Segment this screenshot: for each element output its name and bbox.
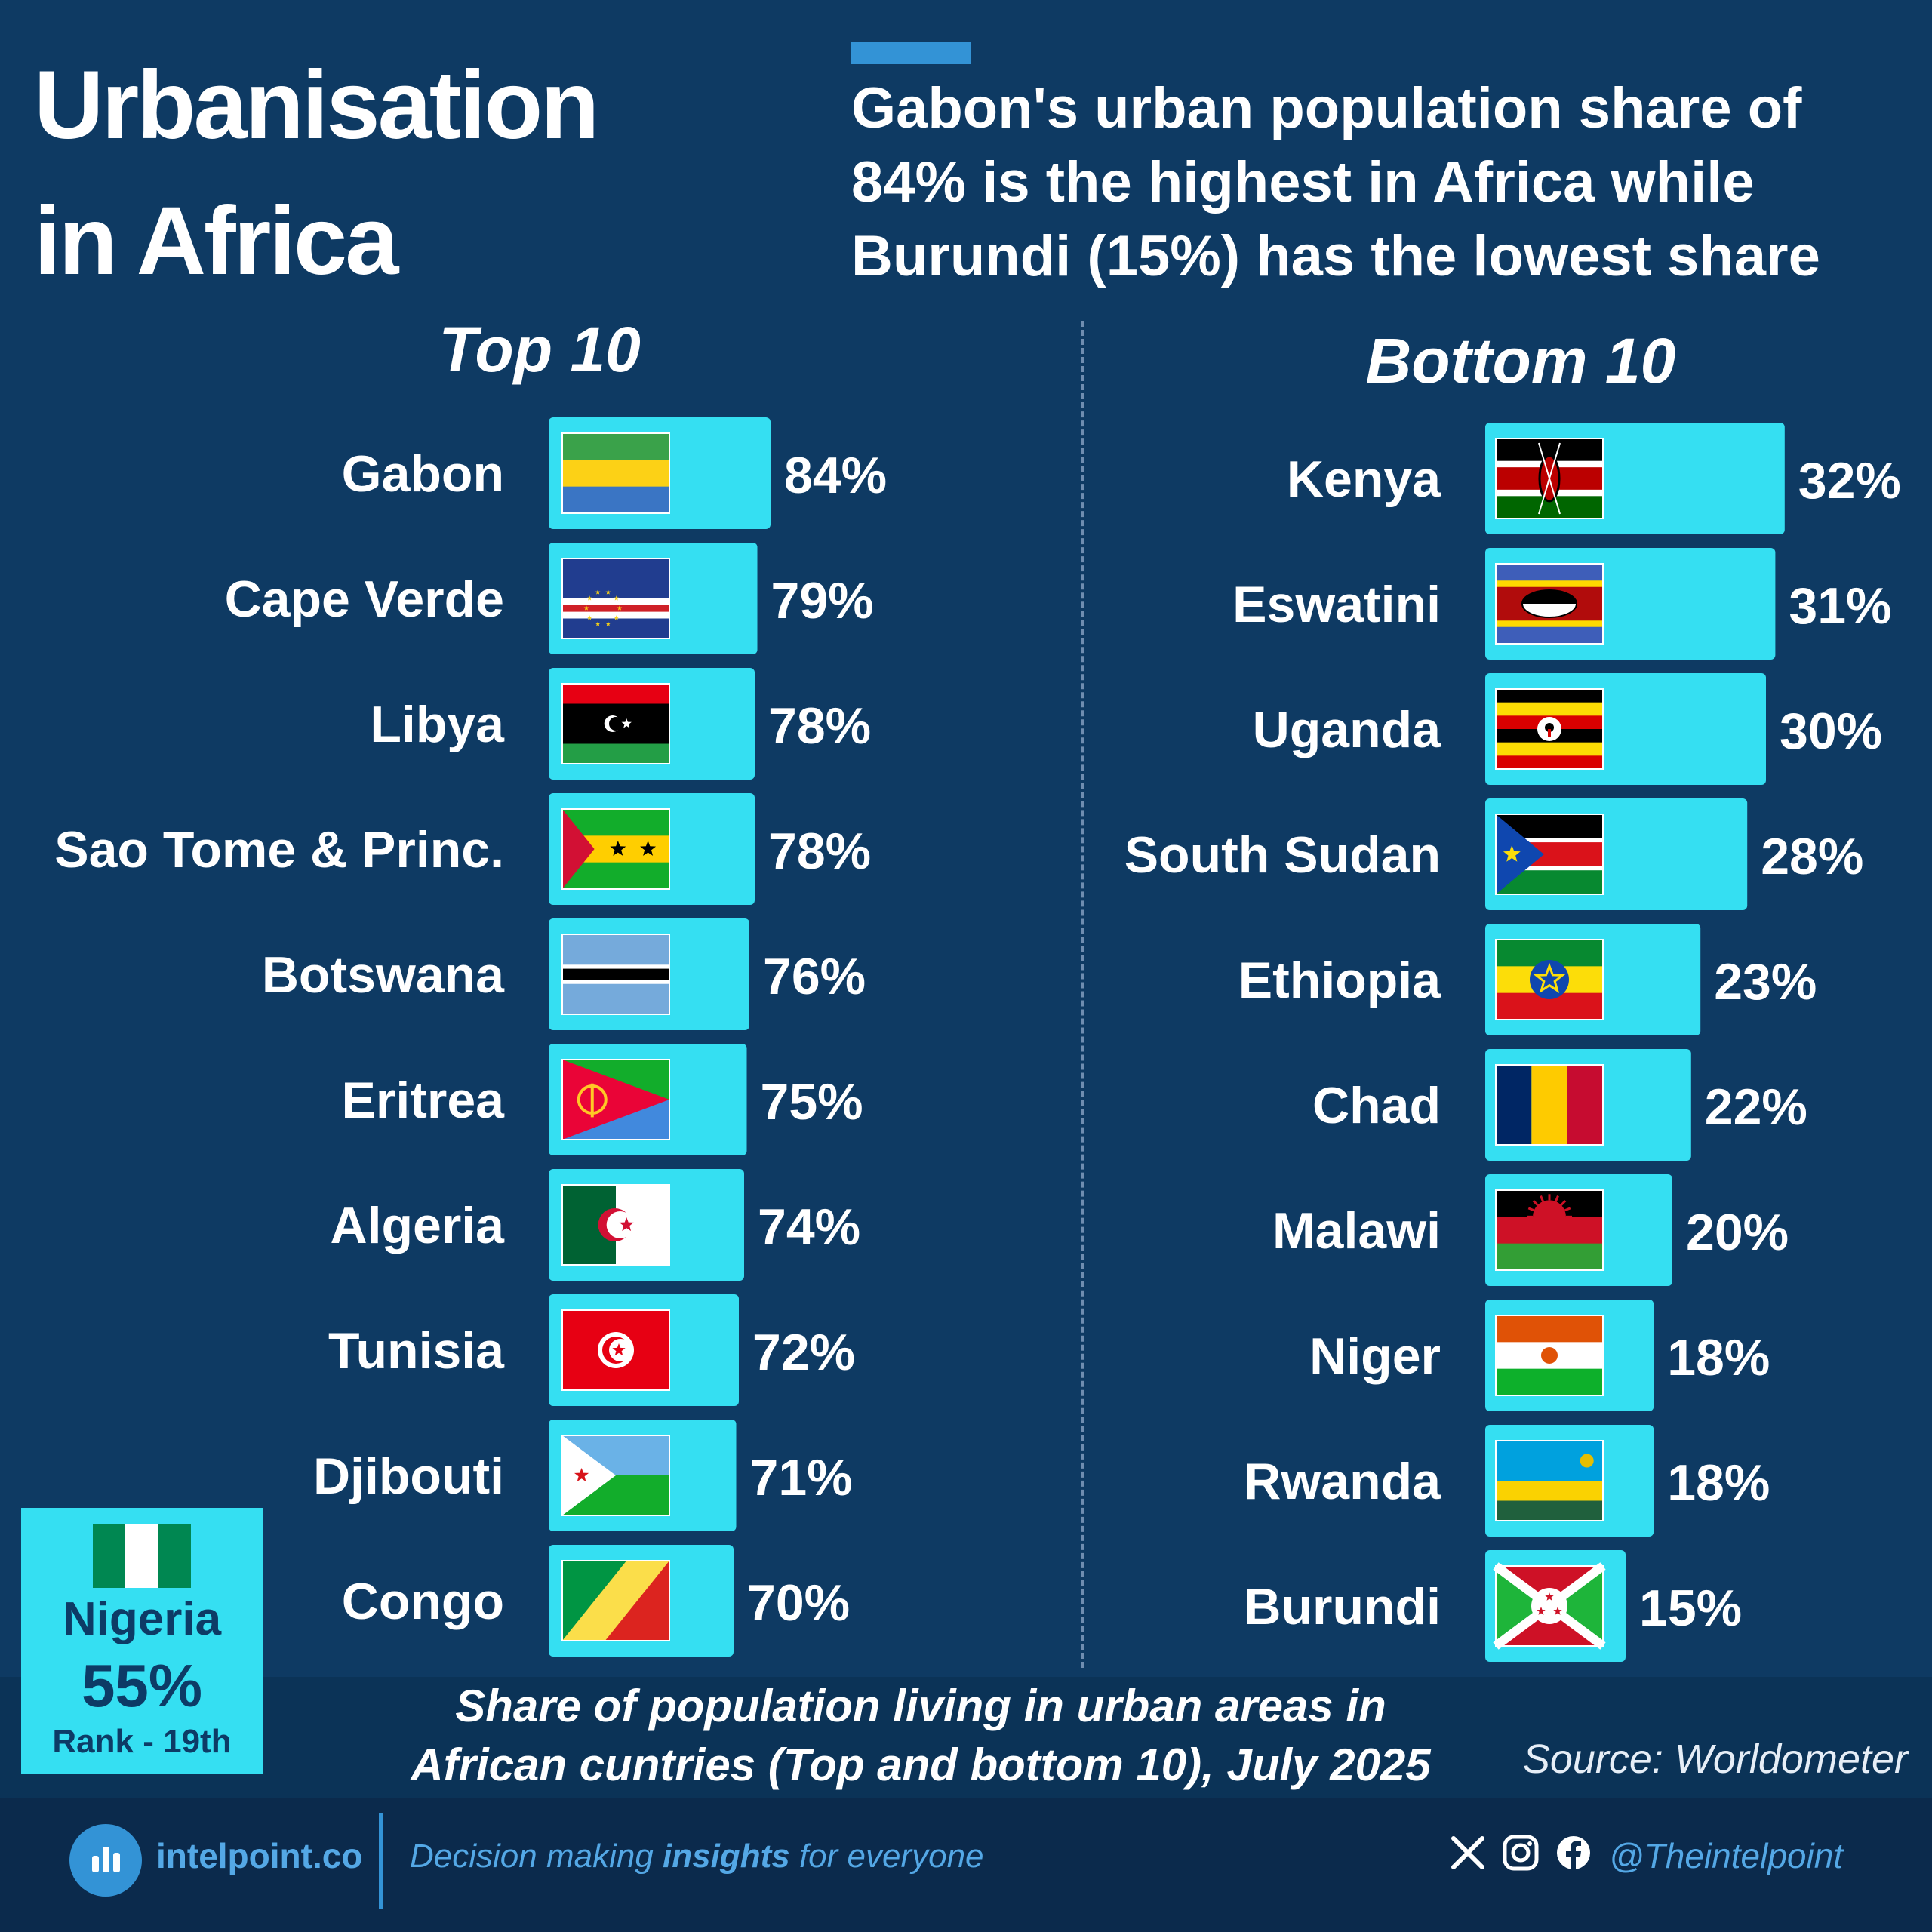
facebook-icon[interactable] xyxy=(1555,1834,1592,1872)
category-label-algeria: Algeria xyxy=(330,1197,505,1254)
value-label-malawi: 20% xyxy=(1686,1204,1789,1261)
value-label-tunisia: 72% xyxy=(752,1324,855,1381)
instagram-icon[interactable] xyxy=(1502,1834,1540,1872)
category-label-ethiopia: Ethiopia xyxy=(1238,952,1441,1009)
value-label-chad: 22% xyxy=(1705,1078,1807,1136)
category-label-niger: Niger xyxy=(1309,1327,1441,1385)
category-label-rwanda: Rwanda xyxy=(1244,1453,1441,1510)
tagline-part-2: for everyone xyxy=(789,1838,984,1875)
source-note: Source: Worldometer xyxy=(1522,1737,1908,1782)
tagline-part-1: Decision making xyxy=(410,1838,663,1875)
category-label-cape-verde: Cape Verde xyxy=(225,571,504,628)
nigeria-highlight-box: Nigeria 55% Rank - 19th xyxy=(21,1508,263,1774)
bottom-10-heading: Bottom 10 xyxy=(1365,325,1676,396)
category-label-eswatini: Eswatini xyxy=(1232,576,1441,633)
category-label-sao-tome-princ-: Sao Tome & Princ. xyxy=(54,821,504,878)
value-label-djibouti: 71% xyxy=(750,1449,853,1506)
kenya-flag-icon xyxy=(1495,438,1604,519)
value-label-niger: 18% xyxy=(1667,1329,1770,1386)
category-label-congo: Congo xyxy=(342,1573,504,1630)
caption-band xyxy=(0,1677,1932,1798)
category-label-djibouti: Djibouti xyxy=(313,1447,504,1505)
tunisia-flag-icon xyxy=(561,1309,670,1391)
logo-text[interactable]: intelpoint.co xyxy=(156,1836,363,1875)
caption-line-1: Share of population living in urban area… xyxy=(455,1681,1386,1731)
social-handle[interactable]: @Theintelpoint xyxy=(1609,1836,1844,1875)
eritrea-flag-icon xyxy=(561,1059,670,1140)
value-label-libya: 78% xyxy=(768,697,871,755)
south-sudan-flag-icon xyxy=(1495,814,1604,895)
nigeria-flag-icon xyxy=(93,1524,191,1588)
value-label-cape-verde: 79% xyxy=(771,572,874,629)
value-label-sao-tome-princ-: 78% xyxy=(768,823,871,880)
niger-flag-icon xyxy=(1495,1315,1604,1396)
intelpoint-logo-icon[interactable] xyxy=(69,1824,142,1897)
page-title: Urbanisation in Africa xyxy=(34,38,599,309)
value-label-gabon: 84% xyxy=(784,447,887,504)
category-label-botswana: Botswana xyxy=(262,946,505,1004)
value-label-eritrea: 75% xyxy=(761,1073,863,1131)
tagline-bold: insights xyxy=(663,1838,790,1875)
category-label-libya: Libya xyxy=(370,696,505,753)
algeria-flag-icon xyxy=(561,1184,670,1266)
tagline: Decision making insights for everyone xyxy=(410,1838,984,1875)
highlight-country: Nigeria xyxy=(62,1593,222,1645)
value-label-rwanda: 18% xyxy=(1667,1454,1770,1512)
subtitle: Gabon's urban population share of 84% is… xyxy=(851,76,1820,288)
footer xyxy=(0,1798,1932,1932)
footer-separator xyxy=(379,1813,383,1909)
value-label-botswana: 76% xyxy=(763,948,866,1005)
category-label-burundi: Burundi xyxy=(1244,1578,1441,1635)
top-10-heading: Top 10 xyxy=(438,314,641,385)
value-label-congo: 70% xyxy=(747,1574,850,1632)
gabon-flag-icon xyxy=(561,432,670,514)
chart-caption: Share of population living in urban area… xyxy=(347,1677,1494,1795)
title-line-2: in Africa xyxy=(34,187,398,295)
sao-tome-flag-icon xyxy=(561,808,670,890)
malawi-flag-icon xyxy=(1495,1189,1604,1271)
value-label-south-sudan: 28% xyxy=(1761,828,1863,885)
category-label-tunisia: Tunisia xyxy=(328,1322,505,1380)
congo-flag-icon xyxy=(561,1560,670,1641)
category-label-south-sudan: South Sudan xyxy=(1124,826,1441,884)
rwanda-flag-icon xyxy=(1495,1440,1604,1521)
burundi-flag-icon xyxy=(1493,1562,1606,1650)
value-label-algeria: 74% xyxy=(758,1198,860,1256)
botswana-flag-icon xyxy=(561,934,670,1015)
value-label-eswatini: 31% xyxy=(1789,577,1891,635)
caption-line-2: African cuntries (Top and bottom 10), Ju… xyxy=(411,1740,1431,1790)
value-label-uganda: 30% xyxy=(1780,703,1882,760)
category-label-malawi: Malawi xyxy=(1272,1202,1441,1260)
category-label-uganda: Uganda xyxy=(1253,701,1442,758)
category-label-eritrea: Eritrea xyxy=(342,1072,506,1129)
cape-verde-flag-icon xyxy=(561,558,670,639)
category-label-gabon: Gabon xyxy=(342,445,504,503)
uganda-flag-icon xyxy=(1495,688,1604,770)
ethiopia-flag-icon xyxy=(1495,939,1604,1020)
highlight-rank: Rank - 19th xyxy=(52,1723,232,1760)
x-icon[interactable] xyxy=(1449,1834,1487,1872)
libya-flag-icon xyxy=(561,683,670,764)
title-line-1: Urbanisation xyxy=(34,51,599,159)
value-label-burundi: 15% xyxy=(1639,1580,1742,1637)
category-label-kenya: Kenya xyxy=(1287,451,1441,508)
highlight-value: 55% xyxy=(81,1652,203,1719)
djibouti-flag-icon xyxy=(561,1435,670,1516)
value-label-ethiopia: 23% xyxy=(1714,953,1817,1011)
accent-bar xyxy=(851,42,971,64)
value-label-kenya: 32% xyxy=(1798,452,1901,509)
chad-flag-icon xyxy=(1495,1064,1604,1146)
eswatini-flag-icon xyxy=(1495,563,1604,645)
column-divider xyxy=(1081,321,1084,1668)
category-label-chad: Chad xyxy=(1312,1077,1441,1134)
bar-chart: Gabon 84% Cape Verde 79% Libya 78% Sao Tome & … xyxy=(54,417,1901,1662)
